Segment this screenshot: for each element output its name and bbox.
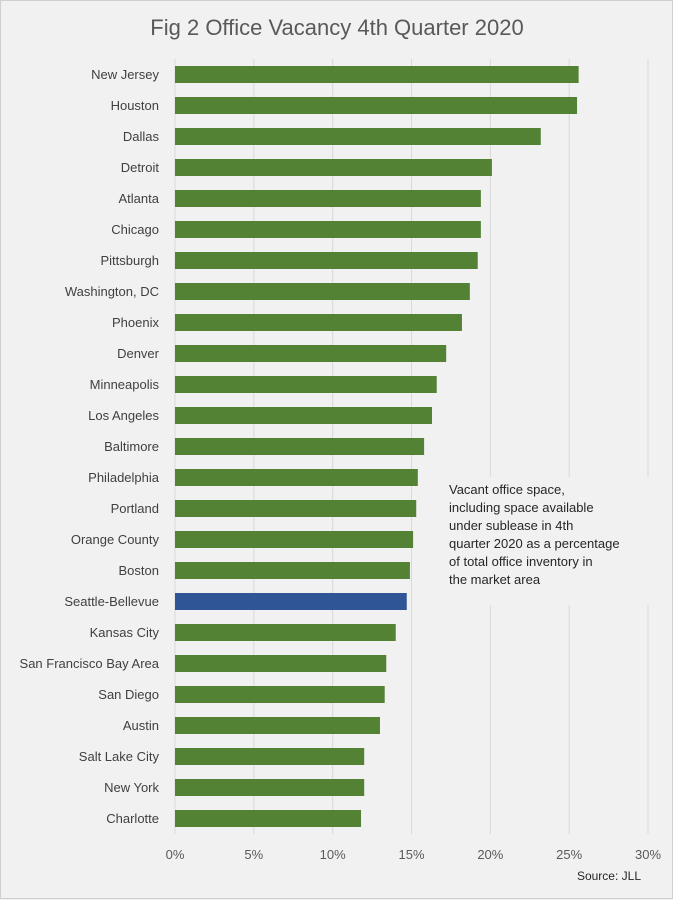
x-tick-label: 5% — [244, 847, 263, 862]
source-note: Source: JLL — [576, 869, 641, 883]
category-label: Orange County — [71, 532, 160, 547]
category-label: Pittsburgh — [100, 253, 159, 268]
x-tick-label: 30% — [635, 847, 661, 862]
bar — [175, 66, 579, 83]
category-label: San Diego — [98, 687, 159, 702]
bar — [175, 128, 541, 145]
annotation-line: under sublease in 4th — [449, 518, 574, 533]
x-tick-label: 20% — [477, 847, 503, 862]
category-label: Phoenix — [112, 315, 159, 330]
category-label: Philadelphia — [88, 470, 160, 485]
category-label: Seattle-Bellevue — [64, 594, 159, 609]
bars — [175, 66, 579, 827]
x-axis-ticks: 0% 5% 10% 15% 20% 25% 30% — [166, 847, 662, 862]
category-label: Atlanta — [119, 191, 160, 206]
bar — [175, 190, 481, 207]
annotation-line: of total office inventory in — [449, 554, 593, 569]
category-label: Washington, DC — [65, 284, 159, 299]
category-label: Denver — [117, 346, 160, 361]
bar — [175, 686, 385, 703]
bar — [175, 283, 470, 300]
annotation-line: including space available — [449, 500, 594, 515]
bar — [175, 97, 578, 114]
bar — [175, 624, 396, 641]
category-label: Charlotte — [106, 811, 159, 826]
bar — [175, 655, 387, 672]
bar — [175, 376, 437, 393]
bar — [175, 810, 362, 827]
annotation-line: quarter 2020 as a percentage — [449, 536, 620, 551]
bar — [175, 252, 478, 269]
bar — [175, 159, 492, 176]
category-label: Salt Lake City — [79, 749, 160, 764]
bar — [175, 469, 418, 486]
bar — [175, 345, 447, 362]
bar — [175, 221, 481, 238]
category-label: New Jersey — [91, 67, 159, 82]
category-label: New York — [104, 780, 159, 795]
category-label: San Francisco Bay Area — [20, 656, 160, 671]
x-tick-label: 0% — [166, 847, 185, 862]
chart-title: Fig 2 Office Vacancy 4th Quarter 2020 — [150, 15, 523, 40]
annotation-box: Vacant office space, including space ava… — [443, 477, 655, 605]
bar — [175, 438, 425, 455]
category-label: Chicago — [111, 222, 159, 237]
category-label: Boston — [119, 563, 159, 578]
annotation-line: the market area — [449, 572, 541, 587]
x-tick-label: 25% — [556, 847, 582, 862]
category-labels: New Jersey Houston Dallas Detroit Atlanta Chi… — [20, 67, 160, 826]
category-label: Kansas City — [90, 625, 160, 640]
category-label: Portland — [111, 501, 159, 516]
bar — [175, 531, 414, 548]
bar — [175, 407, 432, 424]
bar — [175, 748, 365, 765]
category-label: Austin — [123, 718, 159, 733]
category-label: Detroit — [121, 160, 160, 175]
bar — [175, 314, 462, 331]
category-label: Houston — [111, 98, 159, 113]
category-label: Baltimore — [104, 439, 159, 454]
bar — [175, 500, 417, 517]
category-label: Los Angeles — [88, 408, 159, 423]
bar — [175, 562, 410, 579]
bar — [175, 593, 407, 610]
x-tick-label: 15% — [398, 847, 424, 862]
annotation-line: Vacant office space, — [449, 482, 565, 497]
bar — [175, 779, 365, 796]
bar — [175, 717, 380, 734]
category-label: Minneapolis — [90, 377, 160, 392]
category-label: Dallas — [123, 129, 160, 144]
x-tick-label: 10% — [320, 847, 346, 862]
